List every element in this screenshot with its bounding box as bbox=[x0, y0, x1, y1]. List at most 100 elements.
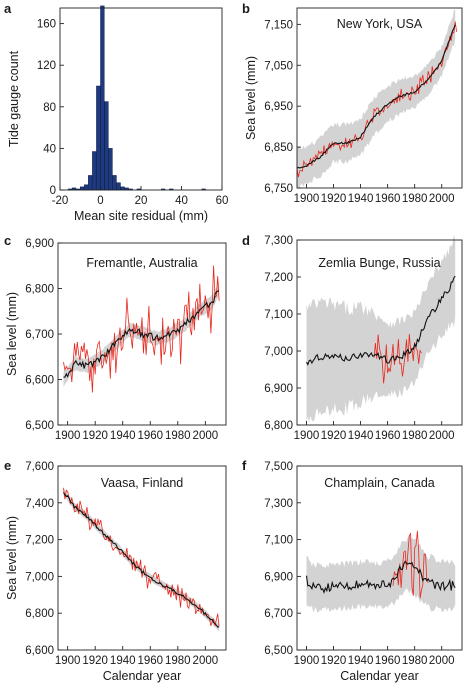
x-tick-label: 1920 bbox=[82, 655, 108, 667]
uncertainty-band bbox=[297, 9, 456, 188]
x-tick-label: 2000 bbox=[429, 193, 455, 205]
plot-frame bbox=[57, 465, 227, 651]
x-tick-label: 1940 bbox=[348, 655, 374, 667]
y-tick-label: 7,500 bbox=[264, 461, 293, 473]
x-tick-label: 1920 bbox=[321, 430, 347, 442]
x-tick-label: 1940 bbox=[348, 193, 374, 205]
panel-c: c Fremantle, Australia 1900 1920 1940 1960 198… bbox=[4, 233, 227, 442]
y-tick-label: 120 bbox=[37, 60, 56, 72]
x-tick-label: -20 bbox=[52, 195, 69, 207]
y-axis-title: Tide gauge count bbox=[7, 50, 21, 147]
x-tick-label: 60 bbox=[216, 195, 229, 207]
y-tick-label: 6,750 bbox=[264, 183, 293, 195]
x-tick-label: 1920 bbox=[321, 193, 347, 205]
x-tick-label: 2000 bbox=[429, 655, 455, 667]
location-title-e: Vaasa, Finland bbox=[101, 476, 184, 490]
x-tick-label: 0 bbox=[97, 195, 103, 207]
x-tick-label: 1960 bbox=[375, 655, 401, 667]
panel-d: d Zemlia Bunge, Russia 1900 1920 1940 1960 198… bbox=[242, 233, 463, 442]
location-title-f: Champlain, Canada bbox=[324, 476, 435, 490]
x-tick-label: 1960 bbox=[375, 193, 401, 205]
y-tick-label: 7,300 bbox=[264, 235, 293, 247]
panel-letter-d: d bbox=[242, 233, 250, 248]
x-tick-label: 1900 bbox=[294, 655, 320, 667]
observed-series bbox=[296, 21, 457, 178]
x-axis-title: Calendar year bbox=[103, 669, 182, 683]
histogram-bar bbox=[120, 186, 125, 191]
x-axis-title: Mean site residual (mm) bbox=[74, 209, 208, 223]
x-tick-label: 1900 bbox=[294, 430, 320, 442]
y-tick-label: 7,100 bbox=[264, 535, 293, 547]
x-tick-label: 1920 bbox=[82, 430, 108, 442]
x-tick-label: 1940 bbox=[110, 430, 136, 442]
panel-letter-a: a bbox=[4, 1, 12, 16]
panel-f: f Champlain, Canada 1900 1920 1940 1960 1980 20… bbox=[242, 458, 463, 683]
y-tick-label: 6,600 bbox=[25, 375, 54, 387]
x-tick-label: 1960 bbox=[375, 430, 401, 442]
x-tick-label: 2000 bbox=[193, 430, 219, 442]
panel-letter-b: b bbox=[242, 1, 250, 16]
plot-frame bbox=[296, 7, 463, 189]
x-tick-label: 1960 bbox=[137, 430, 163, 442]
x-tick-label: 2000 bbox=[193, 655, 219, 667]
y-tick-label: 6,700 bbox=[25, 329, 54, 341]
y-tick-label: 7,150 bbox=[264, 19, 293, 31]
x-tick-label: 2000 bbox=[429, 430, 455, 442]
x-tick-label: 1980 bbox=[165, 655, 191, 667]
plot-frame bbox=[59, 7, 223, 191]
model-series bbox=[63, 492, 220, 628]
histogram-bar bbox=[104, 101, 109, 191]
x-tick-label: 1900 bbox=[294, 193, 320, 205]
observed-series bbox=[373, 333, 422, 384]
y-tick-label: 7,100 bbox=[264, 309, 293, 321]
model-series bbox=[305, 560, 456, 594]
plot-frame bbox=[296, 465, 463, 651]
y-tick-label: 7,200 bbox=[264, 272, 293, 284]
y-axis-title: Sea level (mm) bbox=[5, 292, 19, 376]
plot-frame bbox=[296, 239, 463, 426]
x-tick-label: 1920 bbox=[321, 655, 347, 667]
y-tick-label: 6,800 bbox=[25, 608, 54, 620]
y-tick-label: 7,400 bbox=[25, 498, 54, 510]
observed-series bbox=[63, 265, 220, 393]
uncertainty-band bbox=[63, 487, 220, 632]
y-tick-label: 7,050 bbox=[264, 60, 293, 72]
y-tick-label: 6,950 bbox=[264, 101, 293, 113]
uncertainty-band bbox=[306, 535, 456, 613]
histogram-bar bbox=[88, 175, 93, 191]
observed-series bbox=[392, 530, 429, 599]
y-axis-title: Sea level (mm) bbox=[244, 56, 258, 140]
y-tick-label: 6,850 bbox=[264, 142, 293, 154]
y-tick-label: 80 bbox=[43, 102, 56, 114]
histogram-bar bbox=[92, 151, 97, 191]
model-series bbox=[63, 290, 220, 378]
y-tick-label: 7,300 bbox=[264, 498, 293, 510]
histogram-bar bbox=[80, 186, 85, 191]
y-tick-label: 6,900 bbox=[25, 238, 54, 250]
y-tick-label: 40 bbox=[43, 143, 56, 155]
panel-letter-c: c bbox=[4, 233, 11, 248]
uncertainty-band bbox=[306, 234, 456, 424]
x-tick-label: 1960 bbox=[137, 655, 163, 667]
panel-letter-f: f bbox=[242, 458, 247, 473]
y-tick-label: 6,800 bbox=[264, 420, 293, 432]
x-tick-label: 1980 bbox=[402, 430, 428, 442]
y-tick-label: 6,500 bbox=[25, 420, 54, 432]
panel-b: b New York, USA 1900 1920 1940 1960 1980 2000 6,… bbox=[242, 1, 463, 205]
observed-series bbox=[63, 487, 220, 627]
y-tick-label: 6,800 bbox=[25, 284, 54, 296]
x-tick-label: 1940 bbox=[348, 430, 374, 442]
y-tick-label: 6,900 bbox=[264, 383, 293, 395]
y-tick-label: 7,000 bbox=[264, 346, 293, 358]
histogram-bar bbox=[112, 175, 117, 191]
location-title-d: Zemlia Bunge, Russia bbox=[318, 256, 440, 270]
histogram-bar bbox=[108, 148, 113, 191]
x-axis-title: Calendar year bbox=[340, 669, 419, 683]
model-series bbox=[306, 275, 456, 366]
y-tick-label: 160 bbox=[37, 19, 56, 31]
x-tick-label: 40 bbox=[175, 195, 188, 207]
panel-letter-e: e bbox=[4, 458, 11, 473]
histogram-bar bbox=[116, 182, 121, 191]
y-tick-label: 0 bbox=[50, 185, 56, 197]
